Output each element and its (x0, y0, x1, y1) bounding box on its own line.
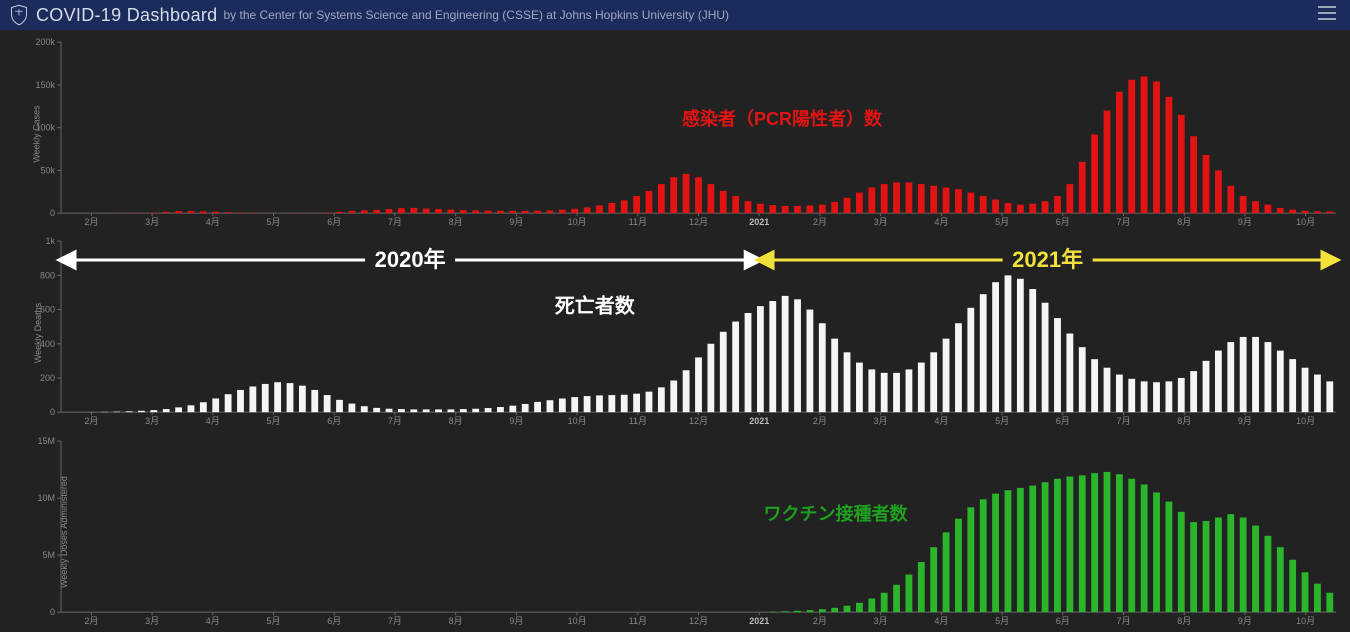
svg-text:200: 200 (40, 373, 55, 383)
svg-text:6月: 6月 (1056, 416, 1070, 426)
svg-text:9月: 9月 (509, 416, 523, 426)
svg-text:11月: 11月 (629, 217, 647, 227)
svg-text:3月: 3月 (874, 416, 888, 426)
chart-svg-vaccines: 0 5M 10M 15M 2月 3月 4月 5月 6月 7月 8月 9月 10月 11月 12月 2021 2月… (6, 435, 1344, 630)
svg-text:9月: 9月 (1238, 416, 1252, 426)
svg-text:9月: 9月 (1238, 217, 1252, 227)
svg-text:12月: 12月 (689, 416, 708, 426)
svg-text:4月: 4月 (206, 416, 220, 426)
chart-weekly-vaccines[interactable]: Weekly Doses Administered 05M10M15M2月3月4… (6, 435, 1344, 630)
svg-text:5月: 5月 (995, 217, 1009, 227)
svg-text:3月: 3月 (145, 217, 159, 227)
svg-text:5月: 5月 (266, 416, 280, 426)
chart-svg-cases: 0 50k 100k 150k 200k 2月 3月 4月 5月 6月 7月 8月 9月 10月 11月 12… (6, 36, 1344, 231)
svg-text:11月: 11月 (629, 616, 647, 626)
svg-text:7月: 7月 (388, 416, 402, 426)
svg-text:2月: 2月 (84, 616, 98, 626)
svg-text:10月: 10月 (1296, 217, 1315, 227)
svg-text:8月: 8月 (449, 416, 463, 426)
chart-svg-deaths: 0 200 400 600 800 1k 2月 3月 4月 5月 6月 7月 8月 9月 10月 11月 12月… (6, 235, 1344, 430)
jhu-shield-icon (10, 4, 28, 26)
charts-container: Weekly Cases 050k100k150k200k2月3月4月5月6月7… (0, 30, 1350, 632)
svg-text:5M: 5M (42, 550, 55, 560)
chart-weekly-deaths[interactable]: Weekly Deaths 02004006008001k2月3月4月5月6月7… (6, 235, 1344, 430)
svg-text:10月: 10月 (568, 217, 587, 227)
svg-text:4月: 4月 (934, 416, 948, 426)
svg-text:800: 800 (40, 271, 55, 281)
svg-text:2月: 2月 (84, 217, 98, 227)
svg-text:6月: 6月 (327, 217, 341, 227)
svg-text:0: 0 (50, 407, 55, 417)
svg-text:10月: 10月 (1296, 616, 1315, 626)
svg-text:50k: 50k (40, 165, 55, 175)
svg-text:9月: 9月 (509, 616, 523, 626)
svg-text:7月: 7月 (1116, 416, 1130, 426)
svg-text:6月: 6月 (327, 416, 341, 426)
svg-text:3月: 3月 (145, 616, 159, 626)
dashboard-title: COVID-19 Dashboard (36, 5, 217, 26)
svg-text:12月: 12月 (689, 616, 708, 626)
svg-text:5月: 5月 (266, 217, 280, 227)
svg-text:9月: 9月 (1238, 616, 1252, 626)
svg-text:7月: 7月 (388, 217, 402, 227)
svg-text:5月: 5月 (995, 416, 1009, 426)
svg-text:150k: 150k (35, 80, 55, 90)
svg-text:15M: 15M (37, 436, 55, 446)
svg-text:7月: 7月 (1116, 217, 1130, 227)
svg-text:1k: 1k (45, 236, 55, 246)
svg-text:2021: 2021 (749, 616, 769, 626)
svg-text:10月: 10月 (568, 416, 587, 426)
svg-text:4月: 4月 (934, 217, 948, 227)
svg-text:2月: 2月 (813, 416, 827, 426)
svg-text:2月: 2月 (813, 217, 827, 227)
svg-text:200k: 200k (35, 37, 55, 47)
svg-text:0: 0 (50, 208, 55, 218)
svg-text:7月: 7月 (388, 616, 402, 626)
chart-weekly-cases[interactable]: Weekly Cases 050k100k150k200k2月3月4月5月6月7… (6, 36, 1344, 231)
svg-text:3月: 3月 (874, 217, 888, 227)
svg-text:8月: 8月 (1177, 217, 1191, 227)
svg-text:2021: 2021 (749, 416, 769, 426)
svg-text:2月: 2月 (84, 416, 98, 426)
svg-text:6月: 6月 (327, 616, 341, 626)
svg-text:7月: 7月 (1116, 616, 1130, 626)
svg-text:12月: 12月 (689, 217, 708, 227)
app-header: COVID-19 Dashboard by the Center for Sys… (0, 0, 1350, 30)
svg-text:8月: 8月 (449, 616, 463, 626)
svg-text:0: 0 (50, 607, 55, 617)
svg-text:2月: 2月 (813, 616, 827, 626)
svg-text:4月: 4月 (934, 616, 948, 626)
svg-text:10月: 10月 (568, 616, 587, 626)
svg-text:8月: 8月 (449, 217, 463, 227)
hamburger-menu-icon[interactable] (1314, 2, 1340, 29)
svg-text:3月: 3月 (145, 416, 159, 426)
svg-text:4月: 4月 (206, 217, 220, 227)
svg-text:100k: 100k (35, 123, 55, 133)
svg-text:400: 400 (40, 339, 55, 349)
svg-text:6月: 6月 (1056, 616, 1070, 626)
svg-text:6月: 6月 (1056, 217, 1070, 227)
svg-text:10M: 10M (37, 493, 55, 503)
svg-text:8月: 8月 (1177, 616, 1191, 626)
svg-text:11月: 11月 (629, 416, 647, 426)
svg-text:10月: 10月 (1296, 416, 1315, 426)
svg-text:5月: 5月 (995, 616, 1009, 626)
svg-text:8月: 8月 (1177, 416, 1191, 426)
dashboard-subtitle: by the Center for Systems Science and En… (223, 8, 729, 22)
svg-text:5月: 5月 (266, 616, 280, 626)
svg-text:9月: 9月 (509, 217, 523, 227)
svg-text:4月: 4月 (206, 616, 220, 626)
svg-text:600: 600 (40, 305, 55, 315)
svg-text:3月: 3月 (874, 616, 888, 626)
svg-text:2021: 2021 (749, 217, 769, 227)
